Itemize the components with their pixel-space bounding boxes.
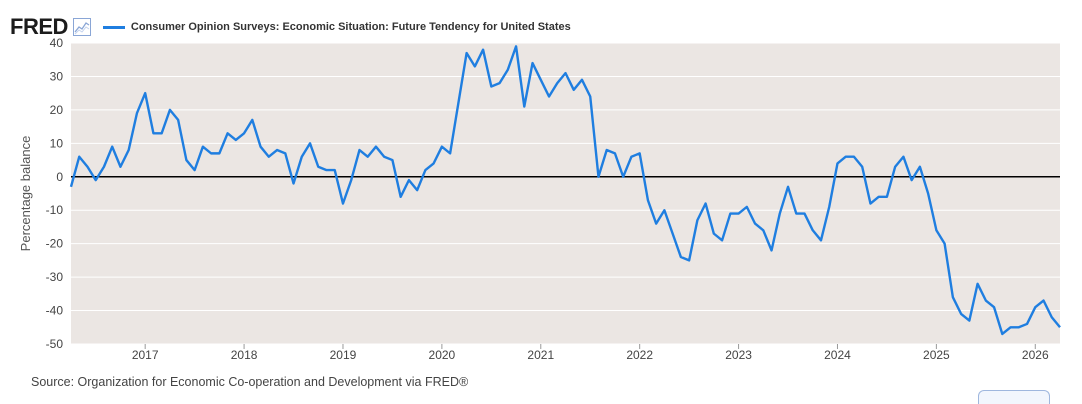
chart-header: FRED Consumer Opinion Surveys: Economic …: [10, 14, 571, 40]
y-axis-ticks: 40 30 20 10 0 -10 -20 -30 -40 -50: [46, 36, 64, 351]
line-chart-icon: [72, 18, 91, 36]
y-tick-label: -20: [46, 237, 64, 251]
x-axis-ticks: 2017 2018 2019 2020 2021 2022 2023 2024 2025 2026: [132, 344, 1049, 362]
chart-legend: Consumer Opinion Surveys: Economic Situa…: [102, 21, 571, 33]
legend-swatch: [102, 25, 125, 29]
source-note: Source: Organization for Economic Co-ope…: [31, 375, 469, 389]
x-tick-label: 2026: [1022, 348, 1049, 362]
legend-series-label: Consumer Opinion Surveys: Economic Situa…: [130, 21, 571, 33]
x-tick-label: 2024: [824, 348, 851, 362]
x-tick-label: 2020: [429, 348, 456, 362]
x-tick-label: 2023: [725, 348, 752, 362]
x-tick-label: 2018: [231, 348, 258, 362]
x-tick-label: 2019: [330, 348, 357, 362]
grid-lines: [71, 42, 1060, 345]
plot-area: [71, 43, 1060, 344]
y-tick-label: 0: [56, 170, 63, 184]
y-axis-label: Percentage balance: [18, 136, 33, 252]
y-tick-label: -30: [46, 270, 64, 284]
fred-logo[interactable]: FRED: [10, 14, 68, 39]
series-line[interactable]: [69, 45, 1061, 336]
x-tick-label: 2022: [626, 348, 653, 362]
x-tick-label: 2025: [923, 348, 950, 362]
y-tick-label: 10: [50, 136, 64, 150]
y-tick-label: -40: [46, 304, 64, 318]
y-tick-label: -10: [46, 203, 64, 217]
y-tick-label: 40: [50, 36, 64, 50]
x-tick-label: 2017: [132, 348, 159, 362]
corner-button[interactable]: [978, 390, 1050, 404]
y-tick-label: 20: [50, 103, 64, 117]
x-tick-label: 2021: [527, 348, 554, 362]
y-tick-label: 30: [50, 69, 64, 83]
y-tick-label: -50: [46, 337, 64, 351]
